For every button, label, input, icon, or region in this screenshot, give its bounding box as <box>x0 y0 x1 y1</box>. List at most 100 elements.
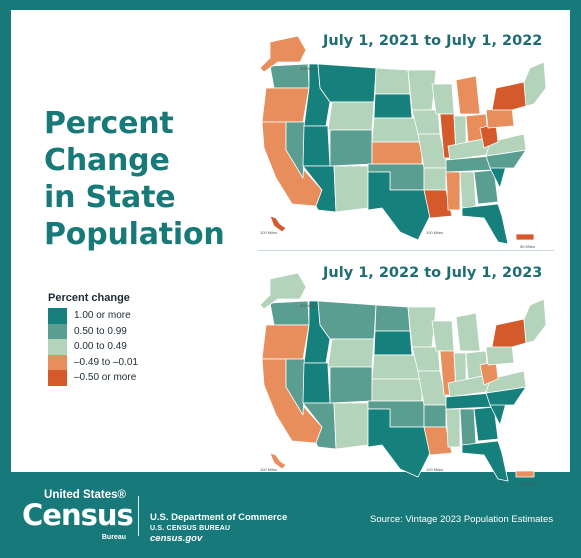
state-hi <box>269 452 287 470</box>
legend-label: 1.00 or more <box>74 310 131 322</box>
footer: United States® Census Bureau U.S. Depart… <box>0 472 581 558</box>
state-wi <box>431 83 455 115</box>
scale-label-contiguous: 100 Miles <box>426 230 443 235</box>
state-tx <box>367 171 431 241</box>
state-pa <box>485 344 515 366</box>
state-nd <box>374 304 411 332</box>
legend-item: 0.50 to 0.99 <box>48 323 138 339</box>
state-al <box>459 171 477 209</box>
scale-label-puerto-rico: 50 Miles <box>520 481 535 485</box>
state-nm <box>333 402 369 450</box>
state-new-england <box>523 298 547 344</box>
scale-label-alaska: 200 Miles <box>300 66 317 71</box>
legend-item: 0.00 to 0.49 <box>48 339 138 355</box>
legend: Percent change 1.00 or more 0.50 to 0.99… <box>48 292 138 386</box>
legend-label: –0.50 or more <box>74 372 137 384</box>
state-ak <box>259 35 307 73</box>
state-ks <box>371 378 423 402</box>
state-ut <box>302 362 331 404</box>
legend-item: –0.49 to –0.01 <box>48 354 138 370</box>
state-ny <box>491 318 527 348</box>
state-pr <box>515 233 535 241</box>
legend-item: 1.00 or more <box>48 308 138 324</box>
legend-swatch <box>48 354 67 370</box>
logo-top-text: United States® <box>44 489 126 501</box>
legend-swatch <box>48 370 67 386</box>
scale-label-puerto-rico: 50 Miles <box>520 244 535 248</box>
state-wy <box>327 338 375 368</box>
legend-label: 0.50 to 0.99 <box>74 325 127 337</box>
map-title-2021-2022: July 1, 2021 to July 1, 2022 <box>323 33 543 49</box>
state-co <box>329 129 373 167</box>
legend-label: –0.49 to –0.01 <box>74 356 138 368</box>
logo-bottom-text: Bureau <box>101 534 126 541</box>
page-title: Percent Change in State Population <box>44 105 225 253</box>
state-sd <box>373 330 413 356</box>
state-new-england <box>523 61 547 107</box>
website-link[interactable]: census.gov <box>150 533 203 544</box>
state-ms <box>445 171 461 211</box>
state-tx <box>367 408 431 478</box>
state-la <box>423 426 453 456</box>
source-note: Source: Vintage 2023 Population Estimate… <box>370 514 554 525</box>
scale-label-hawaii: 100 Miles <box>260 467 277 472</box>
state-ms <box>445 408 461 448</box>
state-nm <box>333 165 369 213</box>
state-hi <box>269 215 287 233</box>
state-mt <box>317 300 377 340</box>
state-co <box>329 366 373 404</box>
legend-item: –0.50 or more <box>48 370 138 386</box>
state-mi <box>455 312 481 352</box>
legend-label: 0.00 to 0.49 <box>74 341 127 353</box>
state-pr <box>515 470 535 478</box>
state-mn <box>407 69 437 111</box>
state-pa <box>485 107 515 129</box>
scale-label-contiguous: 100 Miles <box>426 467 443 472</box>
state-ga <box>473 169 499 205</box>
footer-divider <box>138 496 139 536</box>
legend-swatch <box>48 339 67 355</box>
state-mn <box>407 306 437 348</box>
state-nd <box>374 67 411 95</box>
title-line-2: Change <box>44 143 170 178</box>
state-mt <box>317 63 377 103</box>
state-sd <box>373 93 413 119</box>
scale-label-hawaii: 100 Miles <box>260 230 277 235</box>
state-ut <box>302 125 331 167</box>
title-line-1: Percent <box>44 106 174 141</box>
scale-label-alaska: 200 Miles <box>300 303 317 308</box>
title-line-4: Population <box>44 217 225 252</box>
map-2022-2023: 200 Miles 100 Miles 100 Miles 50 Miles <box>259 272 547 485</box>
census-bureau-logo: United States® Census Bureau <box>22 489 134 543</box>
state-mi <box>455 75 481 115</box>
state-va <box>485 370 527 394</box>
state-nv <box>285 121 307 179</box>
map-divider <box>258 250 554 251</box>
legend-title: Percent change <box>48 292 130 304</box>
department-block: U.S. Department of Commerce U.S. CENSUS … <box>150 512 287 544</box>
state-al <box>459 408 477 446</box>
department-name: U.S. Department of Commerce <box>150 512 288 523</box>
state-ks <box>371 141 423 165</box>
state-wi <box>431 320 455 352</box>
state-ar <box>423 404 447 428</box>
title-line-3: in State <box>44 180 176 215</box>
legend-swatch <box>48 323 67 339</box>
state-nv <box>285 358 307 416</box>
legend-swatch <box>48 308 67 324</box>
state-fl <box>461 440 509 482</box>
map-title-2022-2023: July 1, 2022 to July 1, 2023 <box>323 265 543 281</box>
state-va <box>485 133 527 157</box>
state-or <box>261 87 310 123</box>
state-ga <box>473 406 499 442</box>
map-2021-2022: 200 Miles 100 Miles 100 Miles 50 Miles <box>259 35 547 248</box>
state-fl <box>461 203 509 245</box>
bureau-name: U.S. CENSUS BUREAU <box>150 525 231 532</box>
state-wy <box>327 101 375 131</box>
state-ak <box>259 272 307 310</box>
state-ny <box>491 81 527 111</box>
state-la <box>423 189 453 219</box>
state-ar <box>423 167 447 191</box>
state-or <box>261 324 310 360</box>
logo-wordmark: Census <box>22 498 134 532</box>
